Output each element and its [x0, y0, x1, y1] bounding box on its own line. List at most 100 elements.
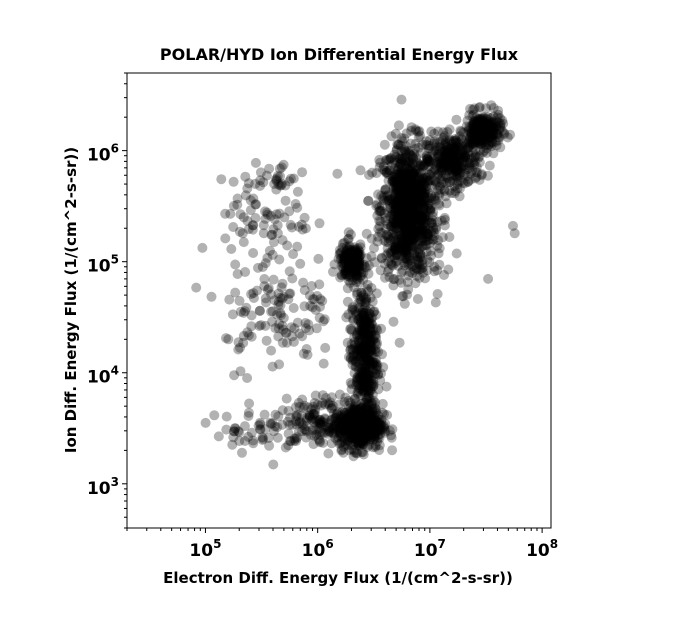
- data-point: [406, 261, 417, 272]
- data-point: [468, 137, 479, 147]
- data-point: [476, 122, 487, 133]
- data-point: [485, 119, 496, 130]
- data-point: [441, 177, 452, 188]
- data-point: [458, 177, 469, 188]
- data-point: [470, 150, 481, 161]
- data-point: [414, 215, 425, 226]
- data-point: [308, 439, 319, 450]
- data-point: [397, 166, 408, 177]
- data-point: [464, 132, 475, 143]
- data-point: [417, 177, 428, 188]
- data-point: [478, 136, 489, 147]
- data-point: [413, 256, 424, 267]
- data-point: [439, 145, 450, 156]
- data-point: [409, 194, 420, 205]
- data-point: [498, 127, 509, 138]
- data-point: [407, 209, 418, 220]
- data-point: [376, 414, 387, 425]
- data-point: [439, 214, 450, 225]
- data-point: [376, 228, 387, 238]
- data-point: [399, 153, 410, 163]
- data-point: [441, 136, 451, 147]
- data-point: [313, 253, 324, 264]
- data-point: [213, 431, 224, 442]
- data-point: [390, 203, 401, 214]
- data-point: [486, 130, 497, 141]
- data-point: [391, 185, 402, 196]
- data-point: [402, 232, 413, 243]
- data-point: [469, 125, 480, 136]
- data-point: [391, 145, 402, 156]
- data-point: [332, 168, 343, 179]
- data-point: [396, 241, 407, 252]
- data-point: [450, 134, 461, 144]
- data-point: [411, 214, 422, 225]
- data-point: [367, 424, 377, 435]
- data-point: [341, 312, 352, 323]
- data-point: [406, 138, 416, 149]
- data-point: [418, 197, 429, 208]
- data-point: [416, 251, 427, 262]
- data-point: [338, 447, 349, 458]
- data-point: [449, 142, 460, 153]
- data-point: [365, 426, 376, 437]
- data-point: [451, 151, 462, 162]
- data-point: [409, 222, 420, 233]
- data-point: [388, 184, 399, 194]
- data-point: [349, 419, 360, 429]
- data-point: [401, 195, 412, 205]
- data-point: [405, 202, 416, 213]
- data-point: [390, 240, 401, 251]
- data-point: [408, 202, 419, 213]
- data-point: [470, 173, 481, 184]
- data-point: [403, 210, 414, 220]
- data-point: [355, 418, 366, 429]
- data-point: [421, 246, 432, 257]
- data-point: [244, 398, 255, 409]
- data-point: [467, 138, 478, 149]
- data-point: [363, 195, 374, 206]
- data-point: [439, 270, 449, 280]
- data-point: [399, 209, 409, 220]
- data-point: [443, 163, 454, 173]
- data-point: [247, 224, 258, 235]
- data-point: [358, 274, 369, 285]
- data-point: [392, 211, 403, 222]
- data-point: [420, 218, 431, 228]
- data-point: [361, 402, 372, 413]
- data-point: [399, 212, 410, 223]
- data-point: [404, 203, 415, 214]
- data-point: [387, 194, 398, 205]
- data-point: [448, 157, 459, 167]
- data-point: [292, 186, 303, 197]
- data-point: [451, 248, 462, 259]
- data-point: [422, 265, 433, 276]
- data-point: [419, 188, 430, 198]
- data-point: [395, 210, 406, 221]
- data-point: [450, 164, 461, 175]
- data-point: [465, 159, 476, 170]
- data-point: [455, 167, 466, 178]
- data-point: [423, 176, 434, 187]
- data-point: [277, 235, 288, 246]
- data-point: [415, 189, 426, 200]
- data-point: [383, 264, 394, 275]
- data-point: [353, 423, 364, 434]
- data-point: [387, 209, 398, 220]
- data-point: [417, 211, 428, 222]
- data-point: [430, 164, 441, 175]
- data-point: [399, 229, 410, 240]
- data-point: [408, 188, 419, 198]
- data-point: [416, 185, 426, 196]
- data-point: [405, 240, 416, 251]
- data-point: [434, 259, 445, 270]
- data-point: [320, 342, 331, 353]
- data-point: [441, 148, 452, 159]
- data-point: [424, 198, 435, 209]
- data-point: [417, 236, 428, 247]
- data-point: [381, 155, 392, 165]
- data-point: [360, 432, 370, 443]
- data-point: [478, 130, 489, 141]
- data-point: [402, 241, 413, 252]
